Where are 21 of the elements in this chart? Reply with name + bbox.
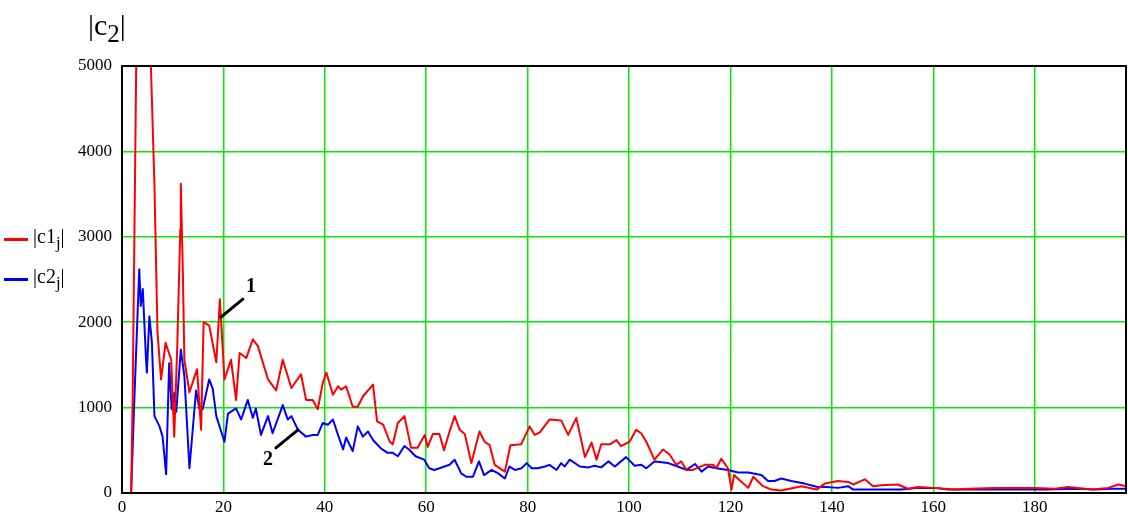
x-tick-label: 160 xyxy=(920,496,947,516)
legend-label: |c2$_{j}$| xyxy=(33,265,65,293)
x-tick-label: 180 xyxy=(1021,496,1048,516)
chart-title: |c$_{2}$| xyxy=(88,8,126,48)
x-tick-label: 100 xyxy=(616,496,642,516)
y-tick-label: 0 xyxy=(103,482,112,502)
x-tick-label: 40 xyxy=(316,496,334,516)
legend-label: |c1$_{j}$| xyxy=(33,225,65,253)
y-tick-label: 3000 xyxy=(78,226,112,246)
y-tick-label: 1000 xyxy=(78,397,112,417)
y-tick-label: 2000 xyxy=(78,311,112,331)
x-tick-label: 120 xyxy=(717,496,744,516)
x-tick-label: 80 xyxy=(519,496,537,516)
y-tick-label: 5000 xyxy=(78,55,112,75)
x-tick-label: 20 xyxy=(214,496,232,516)
x-tick-label: 0 xyxy=(117,496,127,516)
annotation: 1 xyxy=(245,274,256,297)
x-tick-label: 140 xyxy=(819,496,845,516)
y-tick-label: 4000 xyxy=(78,140,112,160)
annotation: 2 xyxy=(262,446,273,469)
x-tick-label: 60 xyxy=(417,496,435,516)
